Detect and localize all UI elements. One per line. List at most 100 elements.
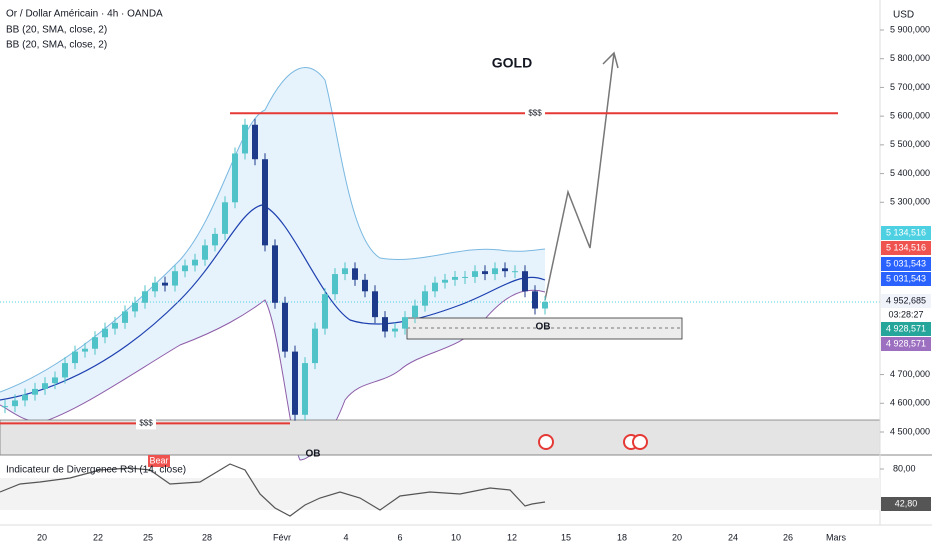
candle — [272, 245, 278, 303]
candle — [172, 271, 178, 286]
x-tick-label: 10 — [451, 532, 461, 542]
x-tick-label: 15 — [561, 532, 571, 542]
level-label: $$$ — [139, 418, 153, 427]
ob-label: OB — [306, 449, 321, 460]
level-label-bg — [525, 107, 545, 120]
candle — [372, 291, 378, 318]
y-tick-label: 5 500,000 — [890, 139, 930, 149]
level-label-bg — [136, 417, 156, 430]
price-badge — [881, 322, 931, 336]
demand-zone — [0, 419, 881, 456]
countdown: 03:28:27 — [888, 309, 923, 319]
x-tick-label: 20 — [672, 532, 682, 542]
y-tick-label: 4 600,000 — [890, 398, 930, 408]
candle — [192, 259, 198, 266]
candle — [152, 282, 158, 292]
candle — [202, 245, 208, 260]
rsi-tick-label: 80,00 — [893, 463, 916, 473]
x-tick-label: Mars — [826, 532, 846, 542]
price-badge-label: 4 928,571 — [886, 323, 926, 333]
candle — [22, 394, 28, 401]
candle — [292, 351, 298, 415]
bear-tag — [148, 455, 170, 467]
candle — [422, 291, 428, 306]
candle — [182, 265, 188, 272]
event-icon — [632, 434, 648, 450]
candle — [72, 351, 78, 364]
candle — [432, 282, 438, 292]
candle — [302, 363, 308, 415]
candle — [392, 328, 398, 332]
candle — [242, 124, 248, 154]
y-tick-label: 4 500,000 — [890, 426, 930, 436]
candle — [332, 274, 338, 295]
candle — [162, 282, 168, 286]
x-tick-label: 4 — [343, 532, 348, 542]
y-tick-label: 5 800,000 — [890, 53, 930, 63]
projection-arrow — [544, 51, 619, 301]
x-tick-label: 6 — [397, 532, 402, 542]
candle — [402, 317, 408, 329]
y-tick-label: 4 700,000 — [890, 369, 930, 379]
candle — [2, 406, 8, 408]
candle — [322, 294, 328, 329]
candle — [412, 305, 418, 318]
price-badge-label: 5 031,543 — [886, 273, 926, 283]
candle — [462, 276, 468, 278]
candle — [472, 271, 478, 277]
x-tick-label: 22 — [93, 532, 103, 542]
candle — [522, 271, 528, 292]
candle — [102, 328, 108, 338]
rsi-badge-label: 42,80 — [895, 498, 918, 508]
price-badge — [881, 272, 931, 286]
price-badge-label: 4 952,685 — [886, 295, 926, 305]
rsi-badge — [881, 497, 931, 511]
y-tick-label: 5 700,000 — [890, 82, 930, 92]
candle — [212, 233, 218, 246]
x-tick-label: 26 — [783, 532, 793, 542]
candle — [492, 268, 498, 275]
indicator: BB (20, SMA, close, 2) — [6, 40, 107, 51]
candle — [312, 328, 318, 364]
candle — [262, 159, 268, 246]
x-tick-label: 20 — [37, 532, 47, 542]
candle — [382, 317, 388, 332]
level-label: $$$ — [528, 108, 542, 117]
x-tick-label: 18 — [617, 532, 627, 542]
candle — [142, 291, 148, 303]
y-tick-label: 5 300,000 — [890, 197, 930, 207]
x-tick-label: Févr — [273, 532, 291, 542]
symbol: Or / Dollar Américain · 4h · OANDA — [6, 9, 163, 20]
price-badge — [881, 241, 931, 255]
candle — [132, 302, 138, 312]
rsi-title: Indicateur de Divergence RSI (14, close) — [6, 465, 186, 476]
candle — [502, 268, 508, 272]
x-tick-label: 24 — [728, 532, 738, 542]
currency: USD — [893, 10, 914, 21]
y-tick-label: 5 600,000 — [890, 111, 930, 121]
candle — [362, 279, 368, 292]
bear-label: Bear — [149, 455, 168, 465]
candle — [52, 377, 58, 384]
rsi-line — [0, 463, 546, 517]
price-badge — [881, 294, 931, 308]
candle — [12, 400, 18, 407]
candle — [512, 271, 518, 273]
price-badge-label: 5 134,516 — [886, 242, 926, 252]
event-icon — [538, 434, 554, 450]
price-badge-label: 4 928,571 — [886, 338, 926, 348]
candle — [282, 302, 288, 352]
candle — [32, 388, 38, 395]
x-tick-label: 25 — [143, 532, 153, 542]
candle — [252, 124, 258, 160]
y-tick-label: 5 900,000 — [890, 24, 930, 34]
rsi-band — [0, 478, 880, 510]
candle — [452, 276, 458, 280]
bollinger-basis — [0, 204, 546, 401]
price-badge-label: 5 134,516 — [886, 227, 926, 237]
x-tick-label: 28 — [202, 532, 212, 542]
candle — [342, 268, 348, 275]
candle — [352, 268, 358, 280]
price-badge-label: 5 031,543 — [886, 258, 926, 268]
